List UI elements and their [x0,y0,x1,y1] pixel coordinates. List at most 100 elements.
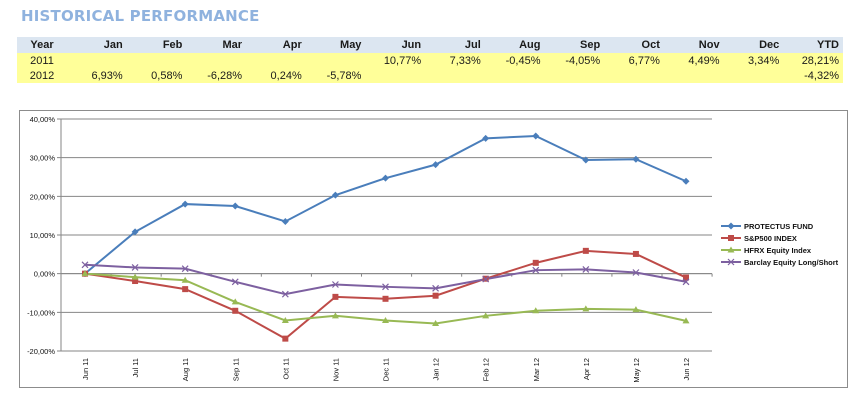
data-point [482,312,490,319]
data-point [281,290,289,298]
x-tick-label: Apr 12 [582,358,591,380]
data-point [231,298,239,305]
value-cell: 28,21% [783,53,843,68]
value-cell: -5,78% [305,68,366,83]
column-header: Year [17,37,67,53]
value-cell [663,68,724,83]
column-header: YTD [783,37,843,53]
column-header: Sep [544,37,605,53]
table-header-row: Year Jan Feb Mar Apr May Jun Jul Aug Sep Oct Nov Dec… [17,37,843,53]
data-point [582,265,590,273]
data-point [632,269,640,276]
data-point [532,307,540,314]
data-point [81,261,89,269]
value-cell: 6,93% [67,68,127,83]
data-point [727,258,735,266]
data-point [582,305,590,312]
value-cell [604,68,664,83]
column-header: Oct [604,37,664,53]
data-point [582,156,590,164]
value-cell: -4,05% [544,53,605,68]
column-header: Jul [425,37,485,53]
y-tick-label: -20,00% [27,347,55,356]
value-cell: 6,77% [604,53,664,68]
data-point [632,306,640,313]
data-point [281,217,289,225]
table-row: 2011 10,77% 7,33% -0,45% -4,05% 6,77% 4,49% 3,3… [17,53,843,68]
data-point [532,266,540,274]
data-point [382,174,389,182]
x-tick-label: Jul 11 [131,358,140,377]
data-point [331,281,339,288]
column-header: Mar [186,37,247,53]
legend-label: S&P500 INDEX [744,234,797,243]
y-tick-label: 20,00% [30,192,56,201]
value-cell: 4,49% [663,53,724,68]
data-point [232,307,239,314]
data-point [728,235,734,241]
value-cell [365,68,426,83]
performance-table: Year Jan Feb Mar Apr May Jun Jul Aug Sep Oct Nov Dec… [17,37,843,83]
y-tick-label: 30,00% [30,154,56,163]
data-point [482,275,490,283]
column-header: Dec [723,37,784,53]
column-header: Feb [126,37,187,53]
data-point [432,292,439,299]
x-tick-label: Jun 12 [682,358,691,381]
column-header: Jun [365,37,426,53]
legend-label: PROTECTUS FUND [744,222,814,231]
data-point [231,278,239,286]
data-point [181,265,189,273]
data-point [482,134,490,142]
data-point [331,312,339,319]
value-cell: -6,28% [186,68,247,83]
data-point [532,259,539,266]
value-cell: 0,24% [246,68,306,83]
value-cell [246,53,306,68]
x-tick-label: Aug 11 [181,358,190,381]
x-tick-label: Jun 11 [81,358,90,380]
legend-label: Barclay Equity Long/Short [744,258,839,267]
series-line [84,249,687,340]
value-cell [305,53,366,68]
data-point [281,316,289,323]
data-point [582,247,589,254]
value-cell [723,68,784,83]
data-point [131,273,139,280]
x-tick-label: Jan 12 [432,358,441,381]
series-line [84,135,687,275]
data-point [682,317,690,324]
data-point [382,316,389,323]
data-point [432,320,440,327]
page-title: HISTORICAL PERFORMANCE [21,7,260,25]
data-point [727,222,735,230]
data-point [727,246,735,253]
x-tick-label: Dec 11 [382,358,391,381]
data-point [131,228,139,236]
column-header: May [305,37,366,53]
value-cell [126,53,187,68]
x-tick-label: Mar 12 [532,358,541,381]
legend-label: HFRX Equity Index [744,246,812,255]
data-point [181,276,189,283]
data-point [683,274,689,281]
y-tick-label: 10,00% [30,231,56,240]
column-header: Apr [246,37,306,53]
y-tick-label: -10,00% [27,308,55,317]
value-cell [67,53,127,68]
y-tick-label: 40,00% [30,115,56,124]
column-header: Jan [67,37,127,53]
table-row: 2012 6,93% 0,58% -6,28% 0,24% -5,78% -4,32% [17,68,843,83]
year-cell: 2011 [17,53,67,68]
data-point [81,270,89,277]
data-point [382,283,389,291]
value-cell [425,68,485,83]
data-point [181,200,189,208]
chart-container [19,110,848,388]
data-point [632,155,640,163]
data-point [532,132,540,140]
data-point [682,278,690,286]
value-cell: -0,45% [484,53,545,68]
value-cell: 3,34% [723,53,784,68]
value-cell [186,53,247,68]
